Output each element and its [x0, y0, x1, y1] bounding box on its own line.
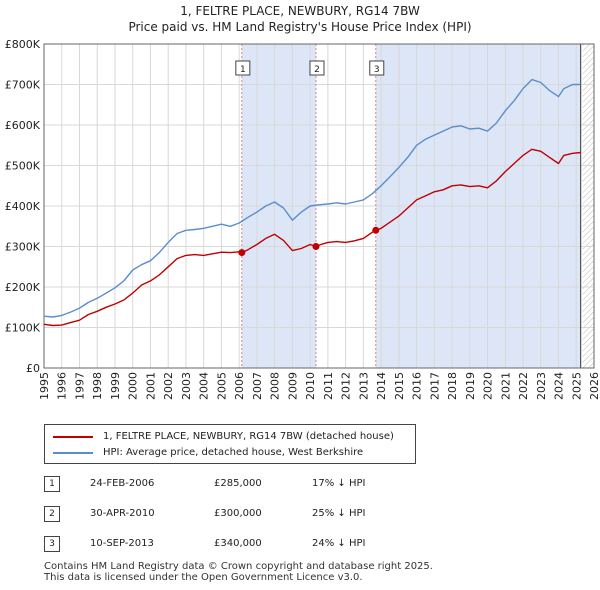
x-tick-label: 1996: [56, 372, 69, 400]
x-tick-label: 2023: [535, 372, 548, 400]
sale-date: 10-SEP-2013: [90, 538, 154, 549]
footer-license: This data is licensed under the Open Gov…: [44, 572, 363, 583]
sale-marker-3: [372, 226, 380, 234]
table-row: 2 30-APR-2010 £300,000 25% ↓ HPI: [44, 506, 564, 522]
sale-number-badge: 2: [44, 506, 60, 522]
y-tick-label: £400K: [5, 200, 41, 213]
price-chart: £0 £100K £200K £300K £400K £500K £600K £700K £80…: [5, 38, 600, 400]
sale-badge-label: 1: [240, 65, 246, 75]
table-row: 3 10-SEP-2013 £340,000 24% ↓ HPI: [44, 536, 564, 552]
y-tick-label: £200K: [5, 281, 41, 294]
x-tick-label: 1998: [91, 372, 104, 400]
x-tick-label: 1997: [73, 372, 86, 400]
sale-badge-label: 2: [314, 65, 320, 75]
x-tick-label: 2018: [446, 372, 459, 400]
x-tick-label: 2017: [428, 372, 441, 400]
legend-label-property: 1, FELTRE PLACE, NEWBURY, RG14 7BW (deta…: [103, 431, 394, 442]
legend-item-hpi: HPI: Average price, detached house, West…: [53, 447, 363, 458]
sale-number-badge: 1: [44, 476, 60, 492]
sale-price: £340,000: [214, 538, 262, 549]
x-tick-label: 2001: [144, 372, 157, 400]
legend: 1, FELTRE PLACE, NEWBURY, RG14 7BW (deta…: [44, 424, 416, 464]
sale-hpi-diff: 17% ↓ HPI: [312, 478, 366, 489]
legend-swatch-hpi: [53, 451, 93, 454]
sale-badge-box-2: [309, 60, 325, 76]
sale-badge-box-3: [369, 60, 385, 76]
x-tick-label: 2004: [198, 372, 211, 400]
y-tick-label: £0: [26, 362, 40, 375]
chart-subtitle: Price paid vs. HM Land Registry's House …: [128, 20, 472, 34]
sale-badge-box-1: [235, 60, 251, 76]
hpi-line: [43, 78, 581, 318]
x-tick-label: 2002: [162, 372, 175, 400]
x-tick-label: 2016: [411, 372, 424, 400]
x-tick-label: 2010: [304, 372, 317, 400]
legend-item-property: 1, FELTRE PLACE, NEWBURY, RG14 7BW (deta…: [53, 431, 394, 442]
sale-date: 24-FEB-2006: [90, 478, 155, 489]
y-tick-label: £700K: [5, 79, 41, 92]
y-tick-label: £600K: [5, 119, 41, 132]
x-tick-label: 2012: [340, 372, 353, 400]
x-tick-label: 1995: [38, 372, 51, 400]
x-tick-label: 2024: [553, 372, 566, 400]
legend-label-hpi: HPI: Average price, detached house, West…: [103, 447, 364, 458]
x-tick-label: 2003: [180, 372, 193, 400]
x-tick-label: 2026: [588, 372, 600, 400]
x-tick-label: 2015: [393, 372, 406, 400]
sale-badge-label: 3: [374, 65, 380, 75]
plot-frame: [43, 43, 595, 369]
sale-date: 30-APR-2010: [90, 508, 155, 519]
legend-swatch-property: [53, 435, 93, 438]
x-tick-label: 2006: [233, 372, 246, 400]
chart-title: 1, FELTRE PLACE, NEWBURY, RG14 7BW: [180, 4, 420, 18]
x-tick-label: 1999: [109, 372, 122, 400]
y-tick-label: £800K: [5, 38, 41, 51]
sale-hpi-diff: 25% ↓ HPI: [312, 508, 366, 519]
sale-marker-1: [238, 249, 246, 257]
table-row: 1 24-FEB-2006 £285,000 17% ↓ HPI: [44, 476, 564, 492]
x-tick-label: 2000: [127, 372, 140, 400]
sale-hpi-diff: 24% ↓ HPI: [312, 538, 366, 549]
y-tick-label: £500K: [5, 160, 41, 173]
x-tick-label: 2013: [357, 372, 370, 400]
x-tick-label: 2008: [269, 372, 282, 400]
y-tick-label: £300K: [5, 241, 41, 254]
x-tick-label: 2019: [464, 372, 477, 400]
x-tick-label: 2022: [517, 372, 530, 400]
sale-marker-2: [312, 243, 320, 250]
x-tick-label: 2014: [375, 372, 388, 400]
sale-price: £285,000: [214, 478, 262, 489]
x-tick-label: 2011: [322, 372, 335, 400]
x-tick-label: 2007: [251, 372, 264, 400]
x-tick-label: 2021: [499, 372, 512, 400]
x-tick-label: 2025: [570, 372, 583, 400]
sale-price: £300,000: [214, 508, 262, 519]
x-tick-label: 2020: [482, 372, 495, 400]
sale-number-badge: 3: [44, 536, 60, 552]
x-tick-label: 2009: [286, 372, 299, 400]
y-tick-label: £100K: [5, 322, 41, 335]
footer-copyright: Contains HM Land Registry data © Crown c…: [44, 561, 433, 572]
x-tick-label: 2005: [215, 372, 228, 400]
